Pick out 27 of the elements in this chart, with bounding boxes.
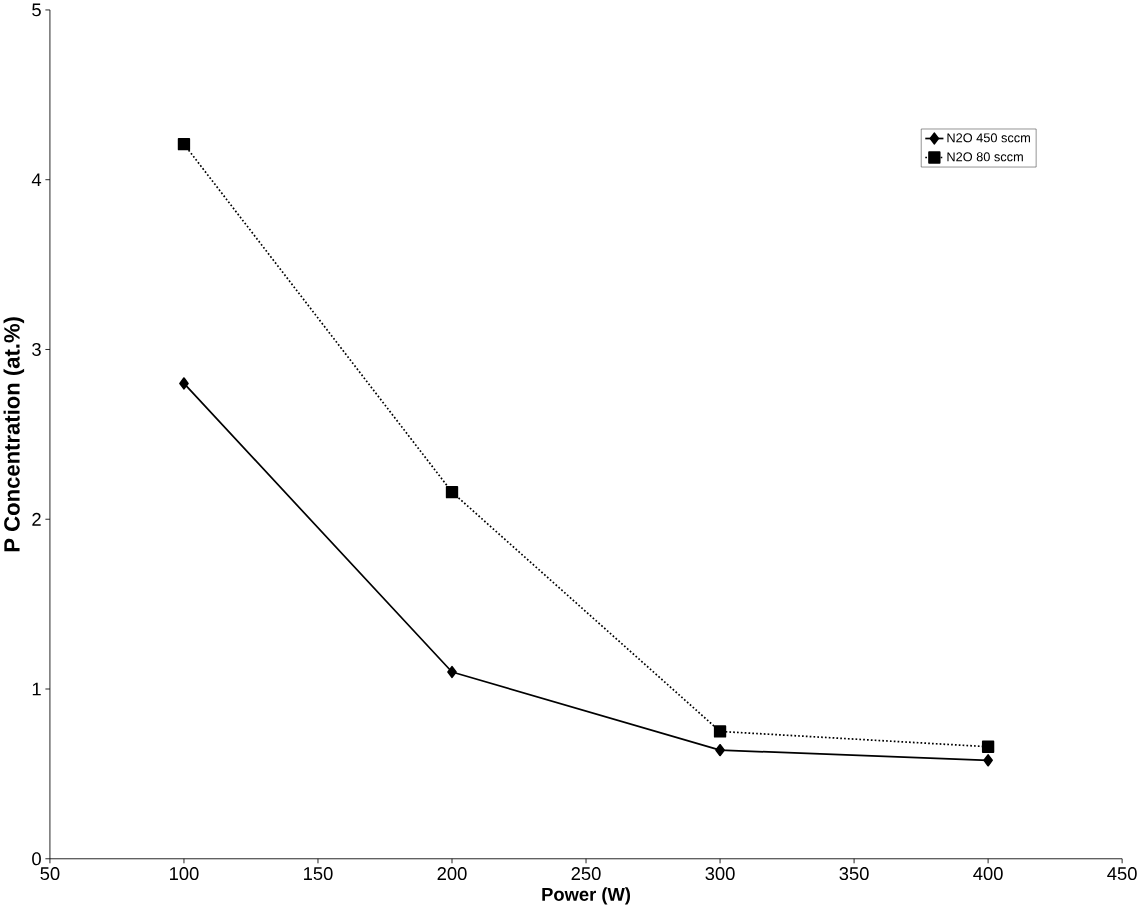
y-tick-label: 1 [32,682,41,696]
x-tick-label: 400 [973,867,1003,881]
y-tick-label: 0 [32,852,41,866]
y-tick-label: 3 [32,342,41,356]
legend-label: N2O 80 sccm [947,152,1023,162]
point [177,137,191,151]
x-tick-label: 350 [839,867,869,881]
x-axis-title: Power (W) [542,887,631,905]
x-tick-label: 100 [170,867,199,881]
y-tick-label: 4 [31,173,42,186]
x-tick-label: 300 [705,867,735,881]
x-tick-label: 200 [437,867,467,881]
y-tick-label: 5 [32,3,41,17]
point [447,665,457,679]
point [179,377,189,390]
x-tick-label: 150 [304,867,333,881]
point [445,485,459,499]
point [983,754,993,767]
x-tick-label: 50 [40,867,60,881]
point [715,743,725,757]
point [713,725,727,738]
legend-label: N2O 450 sccm [947,133,1030,143]
y-axis-title: P Concentration (at.%) [3,317,25,552]
point [981,740,995,753]
x-tick-label: 250 [571,867,601,881]
x-tick-label: 450 [1107,867,1137,881]
y-tick-label: 2 [32,512,41,526]
